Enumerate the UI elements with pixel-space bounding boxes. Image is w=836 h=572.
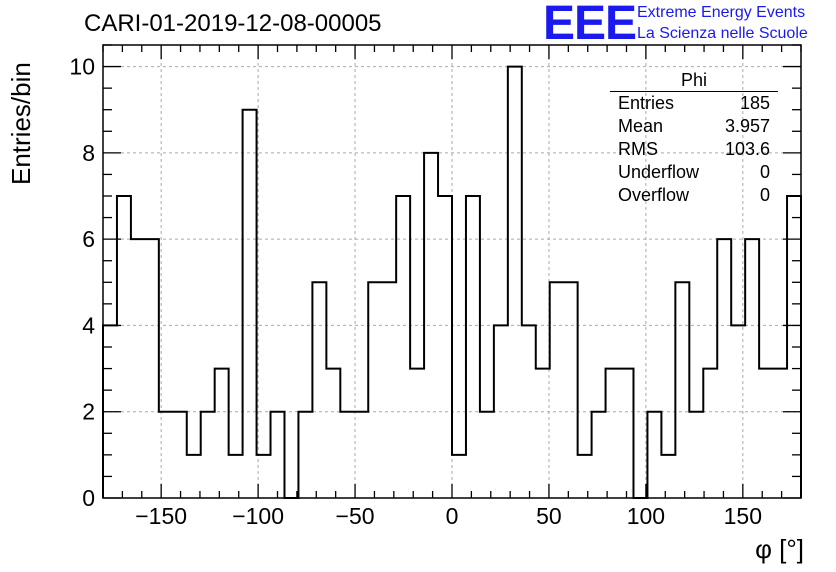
y-tick-label: 6 [82, 226, 95, 252]
x-tick-label: 50 [536, 503, 562, 529]
histogram-outline [102, 65, 802, 499]
histogram-bin [201, 412, 215, 498]
stats-label: Entries [618, 93, 675, 113]
histogram-bin [410, 369, 424, 498]
stats-label: RMS [618, 139, 658, 159]
histogram-bin [187, 455, 201, 498]
histogram-bin [703, 369, 717, 498]
logo-line-1: Extreme Energy Events [637, 4, 806, 21]
histogram-bin [606, 369, 620, 498]
histogram-bin [312, 282, 326, 498]
histogram-bin [745, 239, 759, 498]
logo-line-2: La Scienza nelle Scuole [637, 25, 808, 42]
histogram-bin [759, 369, 773, 498]
histogram-bin [564, 282, 578, 498]
stats-value: 3.957 [724, 116, 770, 136]
histogram-bin [145, 239, 159, 498]
histogram-bin [215, 369, 229, 498]
histogram-bin [326, 369, 340, 498]
histogram-bin [173, 412, 187, 498]
stats-box: Phi Entries 185 Mean 3.957 RMS 103.6 Und… [610, 70, 778, 207]
stats-label: Underflow [618, 162, 700, 182]
stats-box-title: Phi [610, 70, 778, 92]
x-tick-label: −100 [232, 503, 284, 529]
x-axis-label: φ [°] [755, 534, 804, 564]
histogram-bin [480, 412, 494, 498]
y-tick-label: 4 [82, 312, 95, 338]
histogram-bin [131, 239, 145, 498]
stats-row-overflow: Overflow 0 [610, 184, 778, 207]
histogram-bin [298, 412, 312, 498]
y-tick-label: 2 [82, 399, 95, 425]
histogram-bin [229, 455, 243, 498]
histogram-bars [102, 65, 802, 499]
histogram-bin [689, 412, 703, 498]
stats-label: Mean [618, 116, 664, 136]
histogram-bin [508, 67, 522, 498]
histogram-bin [466, 196, 480, 498]
histogram-bin [117, 196, 131, 498]
histogram-bin [550, 282, 564, 498]
stats-row-underflow: Underflow 0 [610, 161, 778, 184]
histogram-bin [620, 369, 634, 498]
x-tick-label: 150 [724, 503, 762, 529]
histogram-bin [271, 412, 285, 498]
histogram-bin [675, 282, 689, 498]
x-tick-label: −150 [135, 503, 187, 529]
stats-row-mean: Mean 3.957 [610, 115, 778, 138]
y-axis-label: Entries/bin [6, 62, 36, 185]
histogram-bin [340, 412, 354, 498]
x-tick-label: −50 [336, 503, 375, 529]
histogram-bin [368, 282, 382, 498]
histogram-bin [592, 412, 606, 498]
stats-value: 185 [739, 93, 770, 113]
histogram-bin [438, 196, 452, 498]
stats-value: 103.6 [724, 139, 770, 159]
tick-labels: −150 −100 −50 0 50 100 150 0 2 4 6 8 10 [69, 54, 762, 529]
histogram-bin [578, 455, 592, 498]
stats-row-rms: RMS 103.6 [610, 138, 778, 161]
y-tick-label: 10 [69, 54, 95, 80]
histogram-bin [773, 369, 787, 498]
y-tick-label: 0 [82, 485, 95, 511]
y-tick-label: 8 [82, 140, 95, 166]
histogram-bin [661, 455, 675, 498]
histogram-bin [354, 412, 368, 498]
stats-row-entries: Entries 185 [610, 92, 778, 115]
x-tick-label: 0 [446, 503, 459, 529]
histogram-bin [717, 239, 731, 498]
stats-label: Overflow [618, 185, 690, 205]
histogram-bin [396, 196, 410, 498]
stats-value: 0 [759, 162, 770, 182]
axes [102, 44, 802, 499]
x-tick-label: 100 [627, 503, 665, 529]
histogram-bin [452, 455, 466, 498]
histogram-bin [382, 282, 396, 498]
histogram-bin [647, 412, 661, 498]
histogram-bin [243, 110, 257, 498]
eee-logo: EEE [543, 0, 637, 50]
histogram-bin [536, 369, 550, 498]
stats-value: 0 [759, 185, 770, 205]
chart-title: CARI-01-2019-12-08-00005 [84, 10, 382, 37]
